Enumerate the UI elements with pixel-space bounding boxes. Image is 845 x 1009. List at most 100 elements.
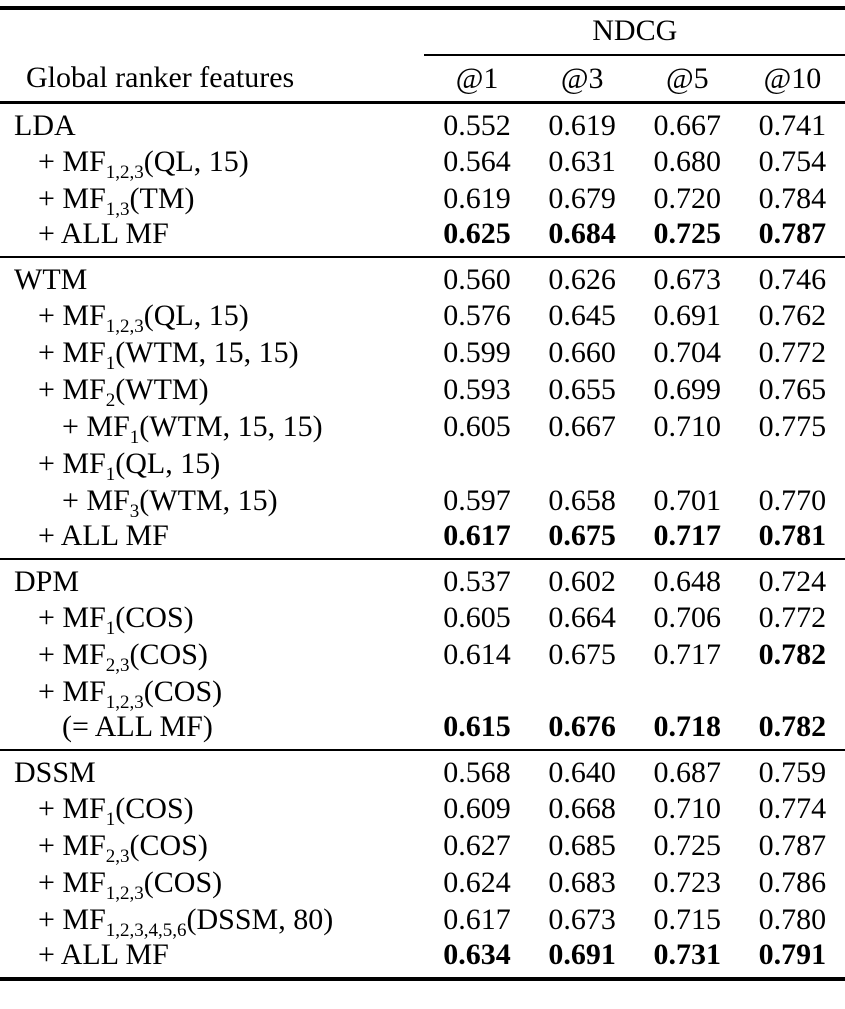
value-cell: 0.617: [443, 902, 511, 936]
row-label: + MF2,3(COS): [38, 828, 208, 867]
value-cell: 0.645: [548, 298, 616, 332]
row-label: LDA: [14, 109, 76, 142]
paper-table-figure: NDCG Global ranker features @1 @3 @5 @10…: [0, 6, 845, 981]
value-cell: 0.710: [653, 409, 722, 443]
table-row: + MF1(WTM, 15, 15) 0.599 0.660 0.704 0.7…: [0, 334, 845, 374]
subscript: 1: [105, 617, 116, 639]
value-cell: 0.772: [758, 600, 827, 634]
value-cell: 0.774: [758, 791, 827, 825]
row-label: DSSM: [14, 756, 96, 789]
value-cell: 0.619: [548, 109, 616, 142]
row-header: Global ranker features: [0, 55, 425, 104]
table-row: + MF1,2,3(QL, 15) 0.564 0.631 0.680 0.75…: [0, 143, 845, 183]
empty-corner-cell: [0, 8, 424, 55]
section-dpm: DPM 0.537 0.602 0.648 0.724 + MF1(COS) 0…: [0, 559, 845, 750]
table-row: + MF2(WTM) 0.593 0.655 0.699 0.765: [0, 371, 845, 411]
section-dssm: DSSM 0.568 0.640 0.687 0.759 + MF1(COS) …: [0, 750, 845, 979]
row-label: + MF1,3(TM): [38, 181, 195, 220]
value-cell: 0.759: [758, 756, 827, 789]
table-row: DSSM 0.568 0.640 0.687 0.759: [0, 750, 845, 790]
value-cell: 0.787: [758, 217, 827, 250]
value-cell: 0.746: [758, 263, 827, 296]
subscript: 3: [129, 500, 140, 522]
column-header-at5: @5: [634, 55, 740, 104]
value-cell: 0.717: [653, 519, 722, 552]
value-cell: 0.718: [653, 710, 722, 743]
row-label: + MF2,3(COS): [38, 637, 208, 676]
value-cell: 0.784: [758, 181, 827, 215]
row-label: + MF1(WTM, 15, 15): [62, 409, 323, 448]
value-cell: 0.676: [548, 710, 616, 743]
section-lda: LDA 0.552 0.619 0.667 0.741 + MF1,2,3(QL…: [0, 103, 845, 258]
value-cell: 0.782: [758, 710, 827, 743]
value-cell: 0.593: [443, 372, 511, 406]
value-cell: 0.704: [653, 335, 722, 369]
row-label: + MF3(WTM, 15): [62, 483, 278, 522]
value-cell: 0.576: [443, 298, 511, 332]
table-row: LDA 0.552 0.619 0.667 0.741: [0, 103, 845, 144]
value-cell: [740, 673, 845, 710]
row-label: + MF2(WTM): [38, 372, 209, 411]
value-cell: 0.624: [443, 865, 511, 899]
table-row: + MF3(WTM, 15) 0.597 0.658 0.701 0.770: [0, 482, 845, 522]
value-cell: 0.673: [548, 902, 616, 936]
table-row: + ALL MF 0.625 0.684 0.725 0.787: [0, 217, 845, 257]
subscript: 1,2,3: [105, 315, 144, 337]
value-cell: 0.782: [758, 637, 827, 671]
subscript: 2,3: [105, 845, 130, 867]
column-group-row: NDCG: [0, 8, 845, 56]
table-row: + MF1,2,3(COS): [0, 673, 845, 713]
row-label: DPM: [14, 565, 80, 598]
subscript: 1,2,3: [105, 161, 144, 183]
value-cell: 0.679: [548, 181, 616, 215]
value-cell: [424, 673, 529, 710]
column-header-row: Global ranker features @1 @3 @5 @10: [0, 55, 845, 104]
subscript: 1,2,3: [105, 882, 144, 904]
value-cell: 0.617: [443, 519, 511, 552]
row-label: + MF1,2,3(COS): [38, 674, 223, 713]
row-label: WTM: [14, 263, 88, 296]
value-cell: 0.667: [653, 109, 722, 142]
column-group-header: NDCG: [424, 8, 845, 56]
table-row: + ALL MF 0.617 0.675 0.717 0.781: [0, 519, 845, 559]
value-cell: 0.602: [548, 565, 616, 598]
value-cell: 0.627: [443, 828, 511, 862]
row-label: + ALL MF: [38, 938, 169, 971]
value-cell: 0.640: [548, 756, 616, 789]
value-cell: 0.725: [653, 217, 722, 250]
value-cell: 0.781: [758, 519, 827, 552]
value-cell: 0.724: [758, 565, 827, 598]
table-row: + MF1,3(TM) 0.619 0.679 0.720 0.784: [0, 180, 845, 220]
value-cell: [530, 673, 635, 710]
subscript: 1: [105, 352, 116, 374]
value-cell: 0.717: [653, 637, 722, 671]
table-row: + MF1,2,3,4,5,6(DSSM, 80) 0.617 0.673 0.…: [0, 901, 845, 940]
value-cell: 0.720: [653, 181, 722, 215]
value-cell: 0.537: [443, 565, 511, 598]
value-cell: [424, 445, 529, 482]
value-cell: 0.706: [653, 600, 722, 634]
table-row: + MF1(QL, 15): [0, 445, 845, 485]
value-cell: [740, 445, 845, 482]
row-label: + MF1(WTM, 15, 15): [38, 335, 299, 374]
value-cell: 0.552: [443, 109, 511, 142]
value-cell: 0.648: [653, 565, 722, 598]
value-cell: 0.762: [758, 298, 827, 332]
value-cell: 0.675: [548, 637, 616, 671]
table-row: + MF2,3(COS) 0.627 0.685 0.725 0.787: [0, 827, 845, 867]
value-cell: 0.664: [548, 600, 616, 634]
value-cell: 0.775: [758, 409, 827, 443]
value-cell: 0.673: [653, 263, 722, 296]
value-cell: 0.658: [548, 483, 616, 517]
value-cell: 0.655: [548, 372, 616, 406]
value-cell: 0.791: [758, 938, 827, 971]
table-row: WTM 0.560 0.626 0.673 0.746: [0, 257, 845, 297]
value-cell: 0.668: [548, 791, 616, 825]
value-cell: 0.725: [653, 828, 722, 862]
value-cell: 0.660: [548, 335, 616, 369]
value-cell: 0.605: [443, 409, 511, 443]
subscript: 1: [105, 463, 116, 485]
value-cell: 0.786: [758, 865, 827, 899]
value-cell: 0.731: [653, 938, 722, 971]
value-cell: 0.710: [653, 791, 722, 825]
